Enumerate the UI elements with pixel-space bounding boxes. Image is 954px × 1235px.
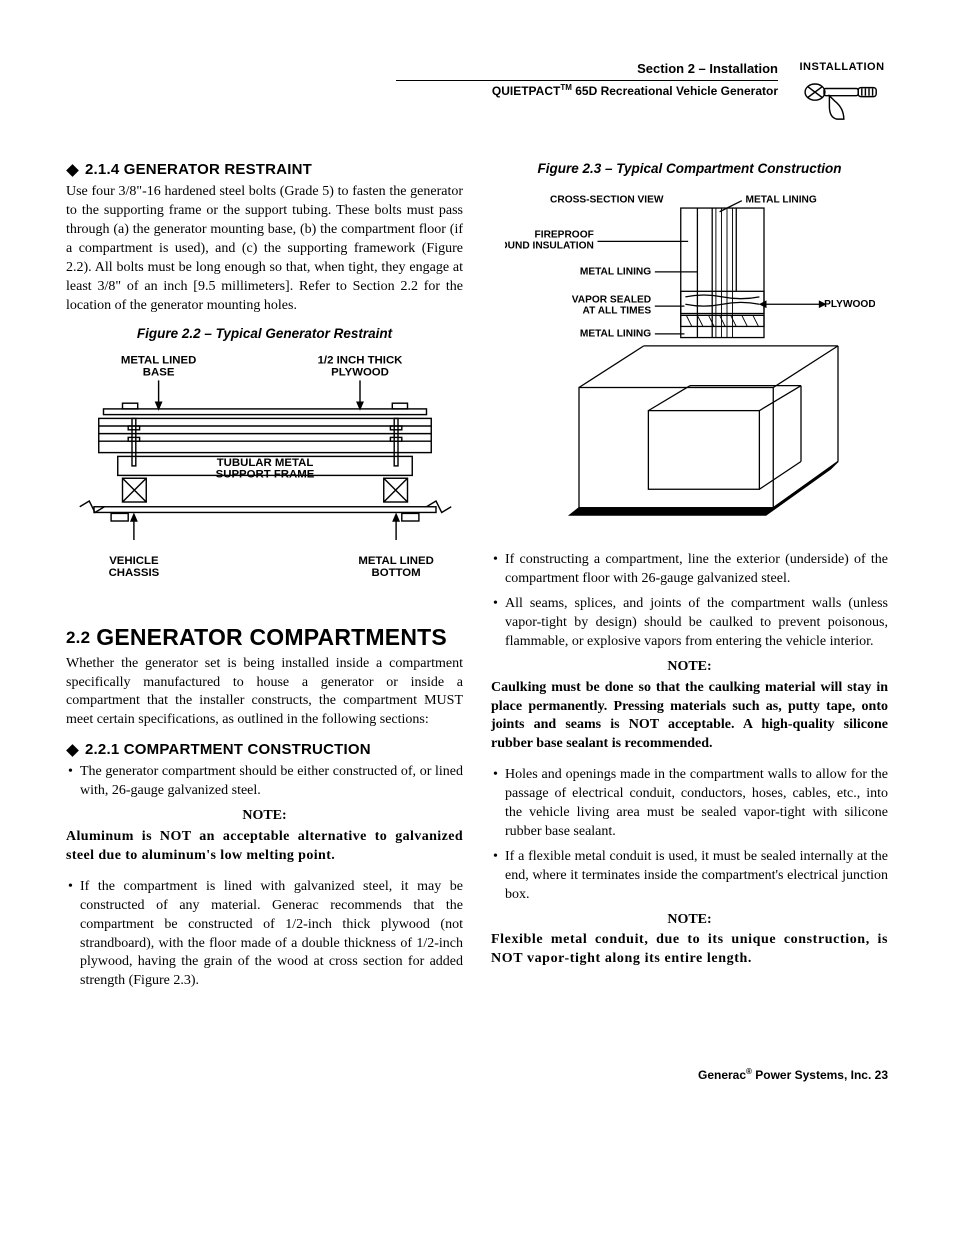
tm-mark: TM (560, 83, 572, 92)
svg-text:BOTTOM: BOTTOM (371, 567, 420, 579)
list-item: Holes and openings made in the compartme… (491, 766, 888, 842)
svg-text:VEHICLE: VEHICLE (109, 554, 159, 566)
svg-text:AT ALL TIMES: AT ALL TIMES (582, 306, 651, 317)
svg-text:CROSS-SECTION VIEW: CROSS-SECTION VIEW (550, 195, 664, 206)
svg-text:FIREPROOF: FIREPROOF (534, 230, 593, 241)
diamond-icon (66, 744, 79, 757)
subhead-221-text: 2.2.1 COMPARTMENT CONSTRUCTION (85, 740, 371, 760)
heading-22-num: 2.2 (66, 628, 90, 647)
note2-label: NOTE: (491, 658, 888, 677)
note2-body: Caulking must be done so that the caulki… (491, 679, 888, 755)
svg-text:METAL LINED: METAL LINED (120, 354, 196, 366)
right-column: Figure 2.3 – Typical Compartment Constru… (491, 160, 888, 997)
svg-text:PLYWOOD: PLYWOOD (331, 366, 389, 378)
svg-text:CHASSIS: CHASSIS (108, 567, 159, 579)
svg-text:METAL LINING: METAL LINING (745, 195, 816, 206)
list-item: If constructing a compartment, line the … (491, 551, 888, 589)
footer-suffix: Power Systems, Inc. 23 (752, 1068, 888, 1082)
list-item: If a flexible metal conduit is used, it … (491, 848, 888, 905)
fig22-caption: Figure 2.2 – Typical Generator Restraint (66, 325, 463, 343)
note1-body: Aluminum is NOT an acceptable alternativ… (66, 828, 463, 866)
figure-22: METAL LINEDBASE 1/2 INCH THICKPLYWOOD (66, 350, 463, 604)
note1-label: NOTE: (66, 807, 463, 826)
svg-text:PLYWOOD: PLYWOOD (824, 299, 875, 310)
subtitle-line: QUIETPACTTM 65D Recreational Vehicle Gen… (326, 83, 778, 99)
subtitle-suffix: 65D Recreational Vehicle Generator (572, 84, 778, 98)
svg-text:BASE: BASE (142, 366, 174, 378)
fig23-caption: Figure 2.3 – Typical Compartment Constru… (491, 160, 888, 178)
note3-body: Flexible metal conduit, due to its uniqu… (491, 931, 888, 969)
svg-text:SUPPORT FRAME: SUPPORT FRAME (215, 468, 314, 480)
svg-text:VAPOR SEALED: VAPOR SEALED (571, 295, 650, 306)
subhead-214: 2.1.4 GENERATOR RESTRAINT (66, 160, 463, 180)
list-item: If the compartment is lined with galvani… (66, 878, 463, 991)
subhead-221: 2.2.1 COMPARTMENT CONSTRUCTION (66, 740, 463, 760)
content-columns: 2.1.4 GENERATOR RESTRAINT Use four 3/8"-… (66, 160, 888, 997)
heading-22-text: GENERATOR COMPARTMENTS (96, 624, 447, 650)
svg-text:1/2 INCH THICK: 1/2 INCH THICK (317, 354, 403, 366)
note3-label: NOTE: (491, 911, 888, 930)
list-item: The generator compartment should be eith… (66, 763, 463, 801)
diamond-icon (66, 164, 79, 177)
heading-22: 2.2 GENERATOR COMPARTMENTS (66, 622, 463, 653)
header-text: Section 2 – Installation QUIETPACTTM 65D… (66, 60, 796, 99)
para-22: Whether the generator set is being insta… (66, 655, 463, 731)
subhead-214-text: 2.1.4 GENERATOR RESTRAINT (85, 160, 312, 180)
footer-prefix: Generac (698, 1068, 746, 1082)
svg-text:METAL LINING: METAL LINING (579, 329, 650, 340)
page-header: Section 2 – Installation QUIETPACTTM 65D… (66, 60, 888, 124)
svg-text:TUBULAR METAL: TUBULAR METAL (216, 457, 313, 469)
left-column: 2.1.4 GENERATOR RESTRAINT Use four 3/8"-… (66, 160, 463, 997)
figure-23: CROSS-SECTION VIEW METAL LINING FIREPROO… (491, 184, 888, 533)
installation-label: INSTALLATION (796, 60, 888, 75)
subtitle-prefix: QUIETPACT (492, 84, 560, 98)
bullets-221-a: The generator compartment should be eith… (66, 763, 463, 801)
bullets-right-cd: Holes and openings made in the compartme… (491, 766, 888, 904)
page-footer: Generac® Power Systems, Inc. 23 (66, 1067, 888, 1083)
bullets-right-ab: If constructing a compartment, line the … (491, 551, 888, 651)
svg-text:SOUND INSULATION: SOUND INSULATION (505, 241, 594, 252)
bullets-221-b: If the compartment is lined with galvani… (66, 878, 463, 991)
list-item: All seams, splices, and joints of the co… (491, 595, 888, 652)
svg-text:METAL LINED: METAL LINED (358, 554, 434, 566)
installation-icon: INSTALLATION (796, 60, 888, 134)
section-line: Section 2 – Installation (396, 60, 778, 81)
para-214: Use four 3/8"-16 hardened steel bolts (G… (66, 183, 463, 315)
svg-text:METAL LINING: METAL LINING (579, 267, 650, 278)
